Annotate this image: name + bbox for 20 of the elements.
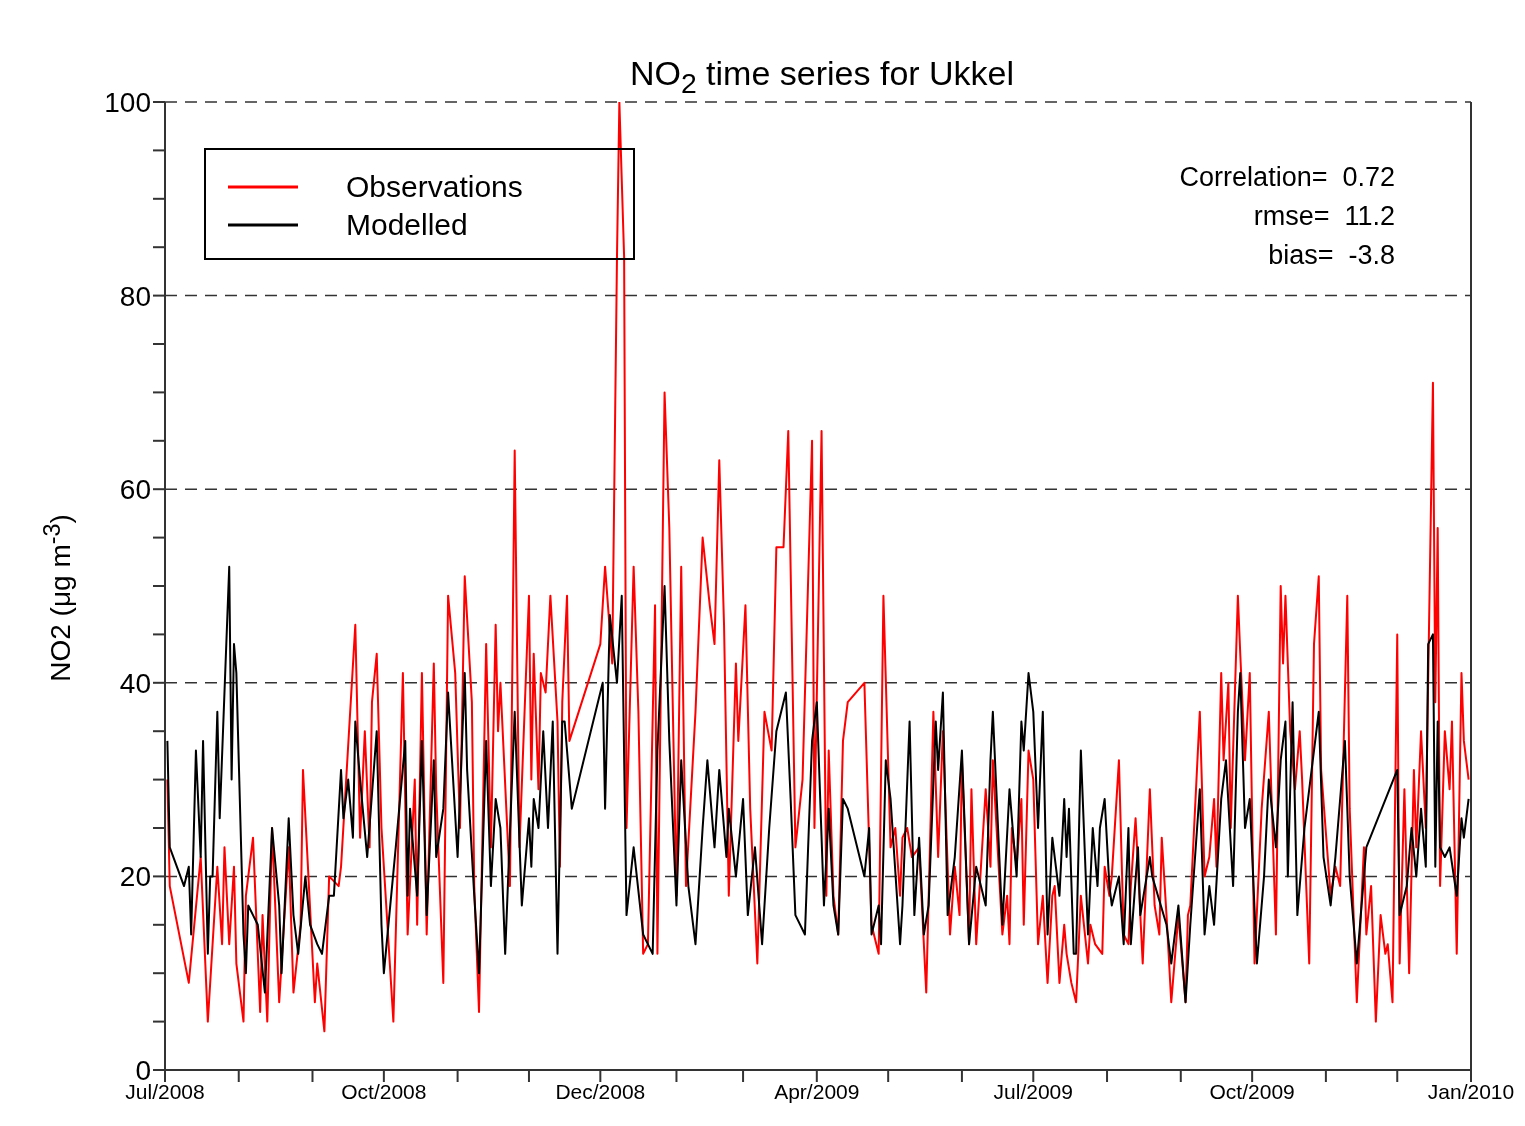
annotation: rmse= 11.2	[1252, 200, 1395, 233]
y-tick-label: 40	[119, 667, 151, 699]
line-series	[166, 565, 1470, 1004]
legend-label: Observations	[346, 169, 523, 205]
x-tick-label: Dec/2008	[555, 1079, 646, 1103]
x-tick-label: Oct/2009	[1209, 1079, 1295, 1103]
y-tick-label: 80	[119, 280, 151, 312]
x-tick-label: Apr/2009	[774, 1079, 860, 1103]
annotation: Correlation= 0.72	[1179, 161, 1395, 194]
y-tick-label: 20	[119, 861, 151, 893]
x-tick-label: Jul/2009	[993, 1079, 1073, 1103]
x-tick-label: Jan/2010	[1427, 1079, 1515, 1103]
chart-title: NO$_{2}$ time series for Ukkel	[628, 54, 1016, 100]
annotation: bias= -3.8	[1267, 239, 1395, 272]
legend-label: Modelled	[346, 207, 468, 243]
x-tick-label: Jul/2008	[125, 1079, 205, 1103]
line-series	[166, 102, 1470, 1033]
y-tick-label: 60	[119, 474, 151, 506]
x-tick-label: Oct/2008	[341, 1079, 427, 1103]
y-tick-label: 100	[104, 86, 151, 118]
